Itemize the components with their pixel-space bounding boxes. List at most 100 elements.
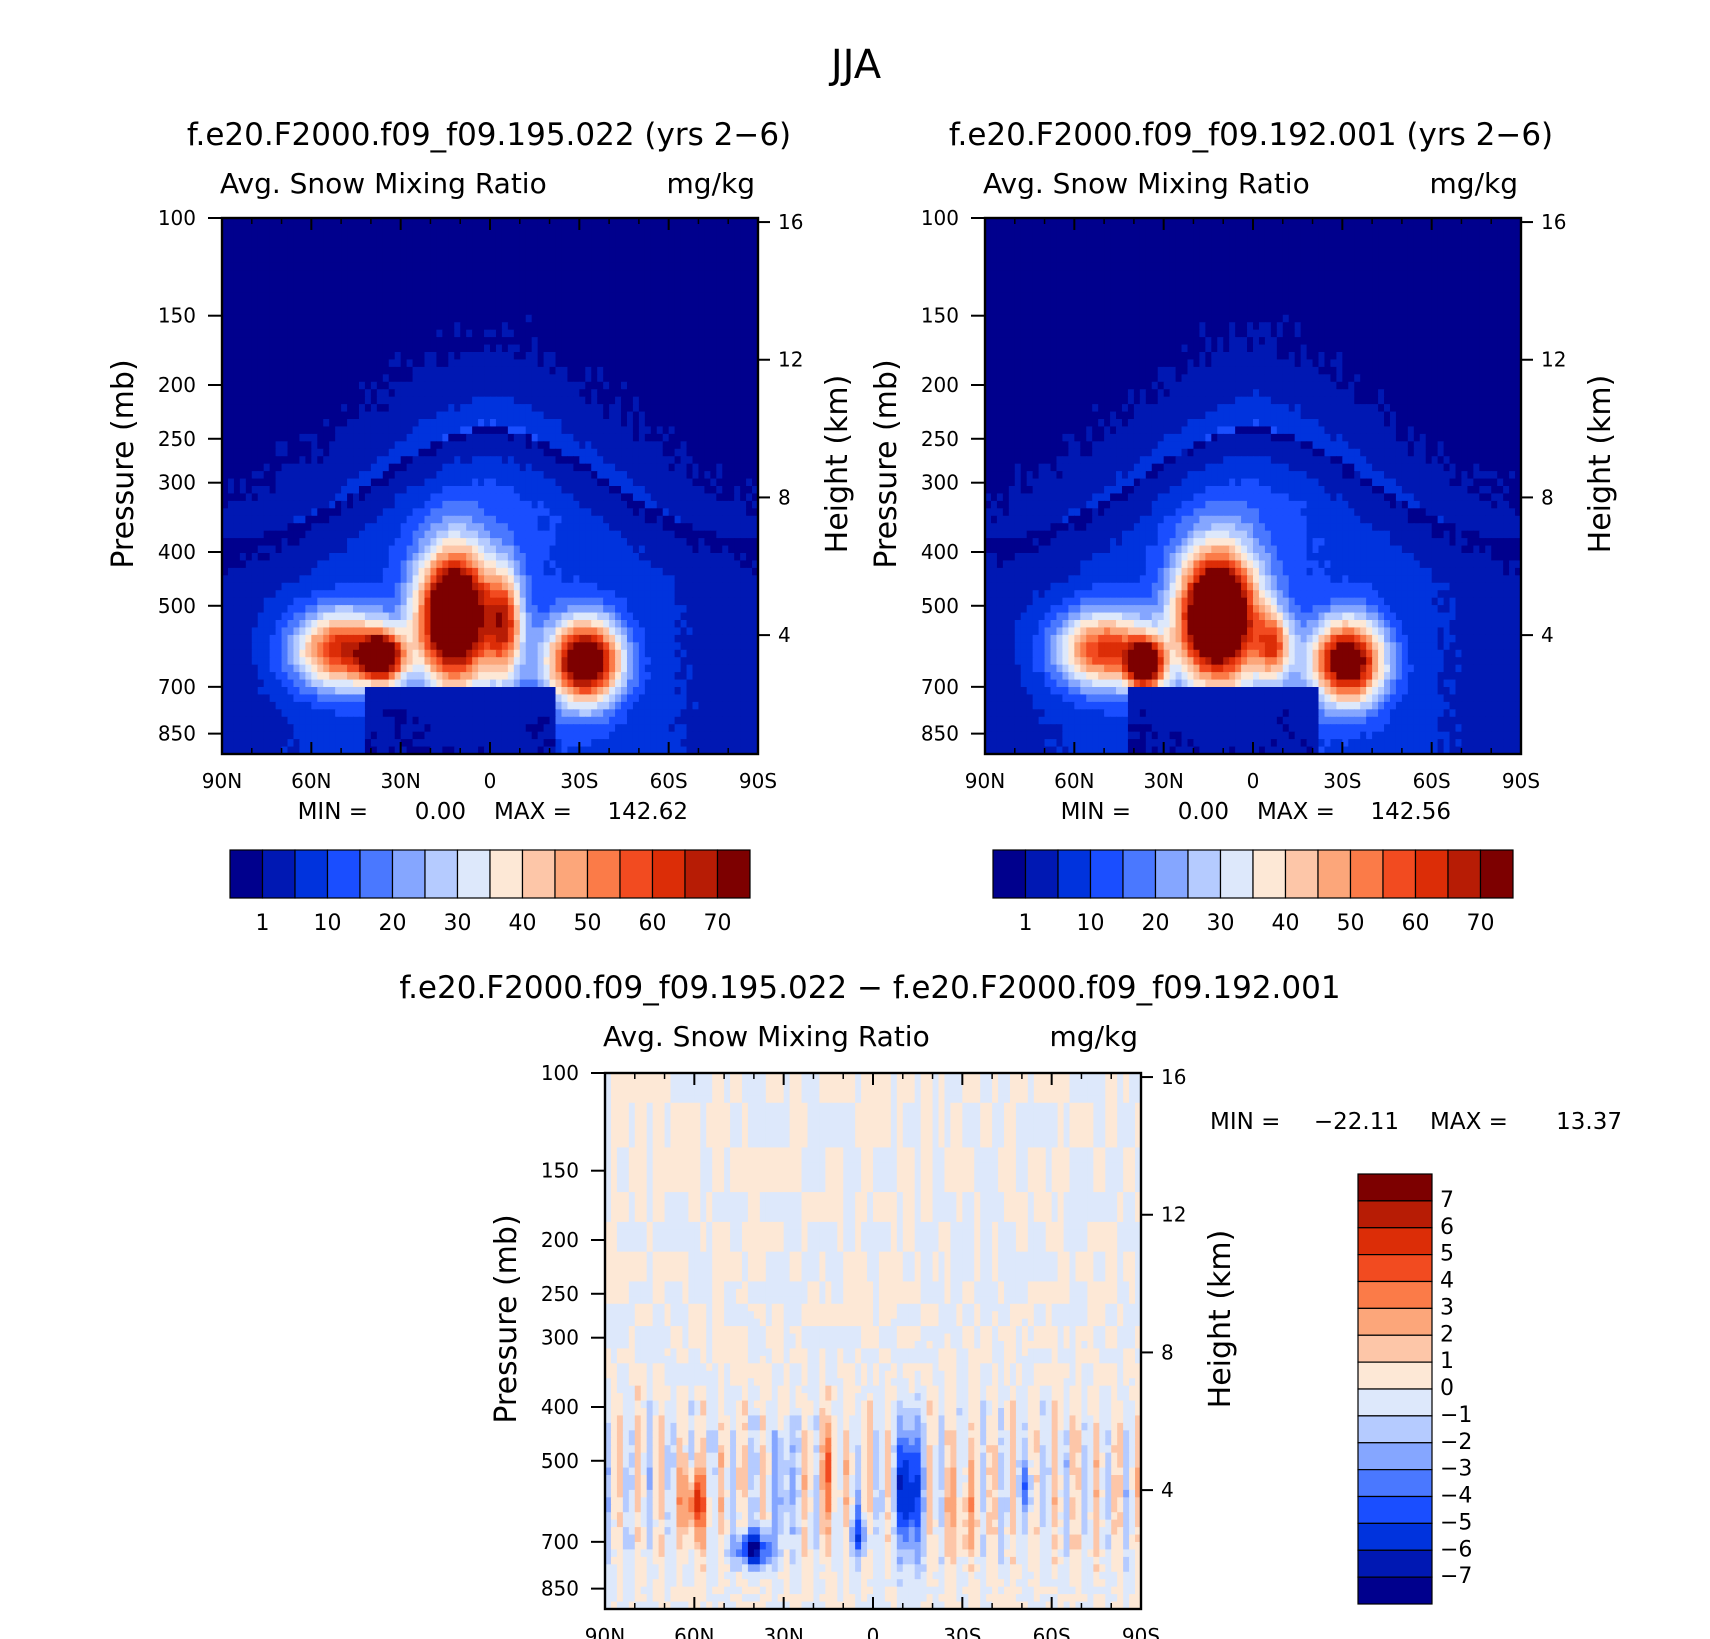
heatmap-cell <box>460 463 467 472</box>
heatmap-cell <box>442 374 449 383</box>
heatmap-cell <box>716 366 723 375</box>
heatmap-cell <box>490 560 497 569</box>
heatmap-cell <box>239 441 247 450</box>
heatmap-cell <box>722 285 729 294</box>
heatmap-cell <box>573 270 580 279</box>
heatmap-cell <box>388 620 396 629</box>
heatmap-cell <box>364 612 372 621</box>
heatmap-cell <box>591 381 598 390</box>
heatmap-cell <box>650 597 658 606</box>
heatmap-cell <box>388 285 396 294</box>
heatmap-cell <box>752 523 759 532</box>
heatmap-cell <box>603 419 610 428</box>
heatmap-cell <box>353 530 360 539</box>
heatmap-cell <box>454 567 461 576</box>
heatmap-cell <box>680 381 688 390</box>
heatmap-cell <box>347 478 354 487</box>
heatmap-cell <box>650 582 658 591</box>
heatmap-cell <box>376 366 384 375</box>
heatmap-cell <box>722 582 729 591</box>
heatmap-cell <box>293 530 301 539</box>
heatmap-cell <box>275 612 283 621</box>
heatmap-cell <box>656 352 664 361</box>
heatmap-cell <box>400 575 408 584</box>
heatmap-cell <box>740 366 747 375</box>
heatmap-cell <box>353 218 360 227</box>
heatmap-cell <box>341 374 348 383</box>
heatmap-cell <box>507 247 515 256</box>
heatmap-cell <box>239 292 247 301</box>
heatmap-cell <box>591 255 598 264</box>
heatmap-cell <box>364 500 372 509</box>
heatmap-cell <box>293 262 301 271</box>
heatmap-cell <box>364 605 372 614</box>
heatmap-cell <box>567 545 574 554</box>
heatmap-cell <box>525 292 533 301</box>
heatmap-cell <box>460 344 467 353</box>
heatmap-cell <box>317 314 324 323</box>
heatmap-cell <box>668 307 676 316</box>
heatmap-cell <box>472 433 479 442</box>
heatmap-cell <box>376 404 384 413</box>
heatmap-cell <box>531 523 539 532</box>
heatmap-cell <box>722 493 729 502</box>
heatmap-cell <box>585 612 592 621</box>
heatmap-cell <box>543 329 551 338</box>
heatmap-cell <box>656 292 664 301</box>
heatmap-cell <box>263 255 271 264</box>
heatmap-cell <box>668 567 676 576</box>
heatmap-cell <box>716 374 723 383</box>
heatmap-cell <box>454 515 461 524</box>
heatmap-cell <box>233 612 241 621</box>
heatmap-cell <box>472 612 479 621</box>
heatmap-cell <box>686 612 694 621</box>
heatmap-cell <box>227 553 235 562</box>
heatmap-cell <box>442 590 449 599</box>
heatmap-cell <box>233 411 241 420</box>
heatmap-cell <box>734 374 741 383</box>
heatmap-cell <box>353 381 360 390</box>
heatmap-cell <box>603 486 610 495</box>
heatmap-cell <box>341 612 348 621</box>
heatmap-cell <box>531 374 539 383</box>
heatmap-cell <box>448 553 455 562</box>
heatmap-cell <box>299 396 306 405</box>
heatmap-cell <box>621 605 628 614</box>
heatmap-cell <box>543 567 551 576</box>
heatmap-cell <box>490 329 497 338</box>
heatmap-cell <box>430 456 437 465</box>
heatmap-cell <box>525 456 533 465</box>
heatmap-cell <box>692 285 700 294</box>
heatmap-cell <box>454 426 461 435</box>
heatmap-cell <box>603 612 610 621</box>
heatmap-cell <box>287 381 295 390</box>
panel-1-title: f.e20.F2000.f09_f09.195.022 (yrs 2−6) <box>187 117 791 153</box>
heatmap-cell <box>573 523 580 532</box>
heatmap-cell <box>490 426 497 435</box>
heatmap-cell <box>710 582 717 591</box>
heatmap-cell <box>525 582 533 591</box>
heatmap-cell <box>233 553 241 562</box>
heatmap-cell <box>704 277 711 286</box>
heatmap-cell <box>478 314 485 323</box>
heatmap-cell <box>686 404 694 413</box>
heatmap-cell <box>722 404 729 413</box>
heatmap-cell <box>746 515 753 524</box>
heatmap-cell <box>632 419 640 428</box>
heatmap-cell <box>478 218 485 227</box>
heatmap-cell <box>287 404 295 413</box>
heatmap-cell <box>222 448 229 457</box>
heatmap-cell <box>585 478 592 487</box>
heatmap-cell <box>531 299 539 308</box>
heatmap-cell <box>674 486 682 495</box>
heatmap-cell <box>632 605 640 614</box>
heatmap-cell <box>400 597 408 606</box>
heatmap-cell <box>412 597 420 606</box>
heatmap-cell <box>567 478 574 487</box>
heatmap-cell <box>507 255 515 264</box>
heatmap-cell <box>245 478 253 487</box>
heatmap-cell <box>263 471 271 480</box>
heatmap-cell <box>305 486 312 495</box>
heatmap-cell <box>251 232 259 241</box>
heatmap-cell <box>597 270 604 279</box>
